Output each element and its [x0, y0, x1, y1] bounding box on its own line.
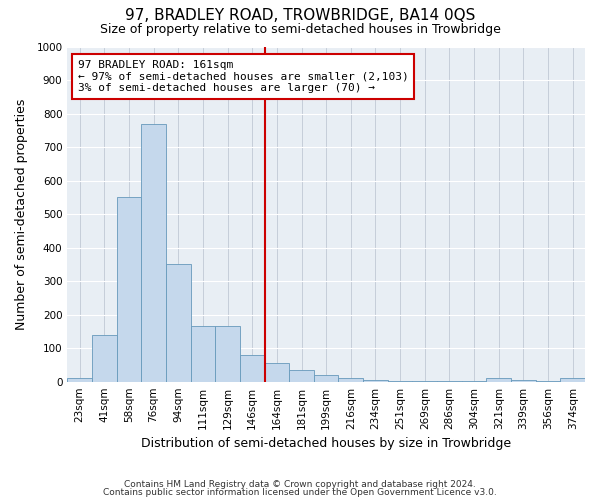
Y-axis label: Number of semi-detached properties: Number of semi-detached properties [15, 98, 28, 330]
Bar [462, 381, 487, 382]
Bar [536, 381, 560, 382]
Bar [338, 378, 363, 382]
Bar [511, 380, 536, 382]
Text: Size of property relative to semi-detached houses in Trowbridge: Size of property relative to semi-detach… [100, 22, 500, 36]
Bar [560, 378, 585, 382]
Bar [166, 264, 191, 382]
Bar [363, 380, 388, 382]
Bar [265, 363, 289, 382]
X-axis label: Distribution of semi-detached houses by size in Trowbridge: Distribution of semi-detached houses by … [141, 437, 511, 450]
Bar [92, 335, 116, 382]
Bar [215, 326, 240, 382]
Bar [67, 378, 92, 382]
Bar [191, 326, 215, 382]
Bar [240, 355, 265, 382]
Bar [437, 381, 462, 382]
Text: Contains public sector information licensed under the Open Government Licence v3: Contains public sector information licen… [103, 488, 497, 497]
Bar [116, 198, 141, 382]
Bar [314, 375, 338, 382]
Text: Contains HM Land Registry data © Crown copyright and database right 2024.: Contains HM Land Registry data © Crown c… [124, 480, 476, 489]
Text: 97 BRADLEY ROAD: 161sqm
← 97% of semi-detached houses are smaller (2,103)
3% of : 97 BRADLEY ROAD: 161sqm ← 97% of semi-de… [77, 60, 409, 93]
Bar [141, 124, 166, 382]
Text: 97, BRADLEY ROAD, TROWBRIDGE, BA14 0QS: 97, BRADLEY ROAD, TROWBRIDGE, BA14 0QS [125, 8, 475, 22]
Bar [412, 381, 437, 382]
Bar [487, 378, 511, 382]
Bar [388, 380, 412, 382]
Bar [289, 370, 314, 382]
